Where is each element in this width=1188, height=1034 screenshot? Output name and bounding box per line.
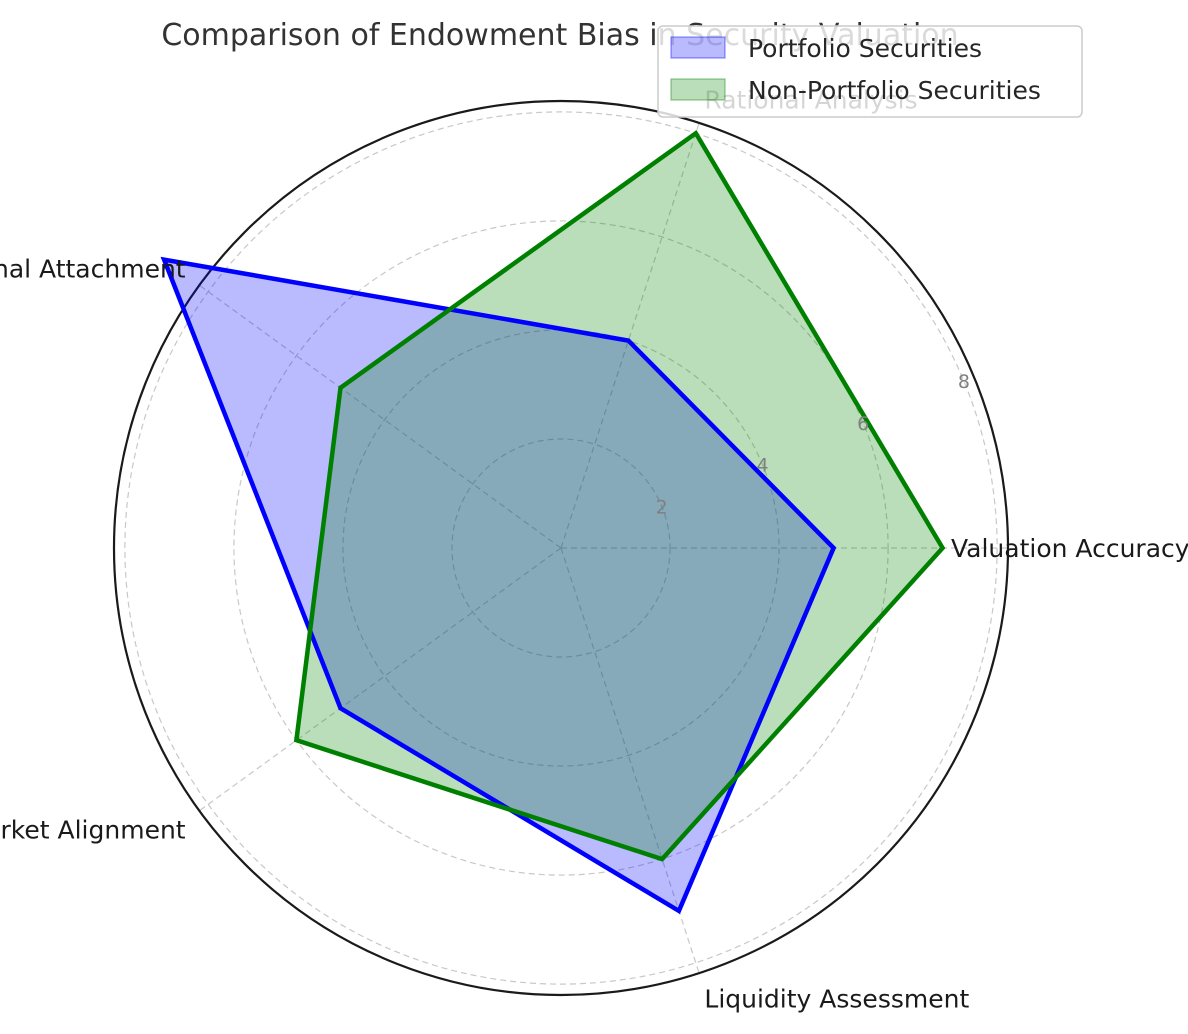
legend-swatch-portfolio [670,36,726,59]
legend-frame [657,25,1083,118]
series-layer [160,129,946,915]
grid-circle-8 [124,111,998,985]
series-fill-0 [164,259,834,911]
legend: Portfolio Securities Non-Portfolio Secur… [657,25,1083,118]
axis-label-2: Emotional Attachment [0,254,186,283]
radial-tick-label: 2 [656,496,668,518]
spoke-line [199,284,562,549]
series-fill-1 [296,133,943,860]
grid-circle-2 [451,438,671,658]
legend-label-portfolio: Portfolio Securities [748,34,982,63]
radial-tick-label: 8 [958,371,970,393]
spoke-line [560,122,700,549]
polar-frame [112,99,1010,997]
grid [112,99,1010,997]
radial-tick-label: 4 [756,455,768,477]
radial-tick-label: 6 [857,413,869,435]
axis-label-3: Market Alignment [0,816,186,845]
series-line-1 [293,129,946,862]
spoke-line [199,547,562,812]
spoke-line [560,547,700,974]
grid-circle-4 [342,329,780,767]
axis-label-4: Liquidity Assessment [704,984,969,1013]
axis-label-0: Valuation Accuracy [951,534,1188,563]
legend-label-non-portfolio: Non-Portfolio Securities [748,76,1041,105]
grid-circle-6 [233,220,889,876]
series-line-0 [160,256,837,915]
legend-swatch-non-portfolio [670,78,726,101]
